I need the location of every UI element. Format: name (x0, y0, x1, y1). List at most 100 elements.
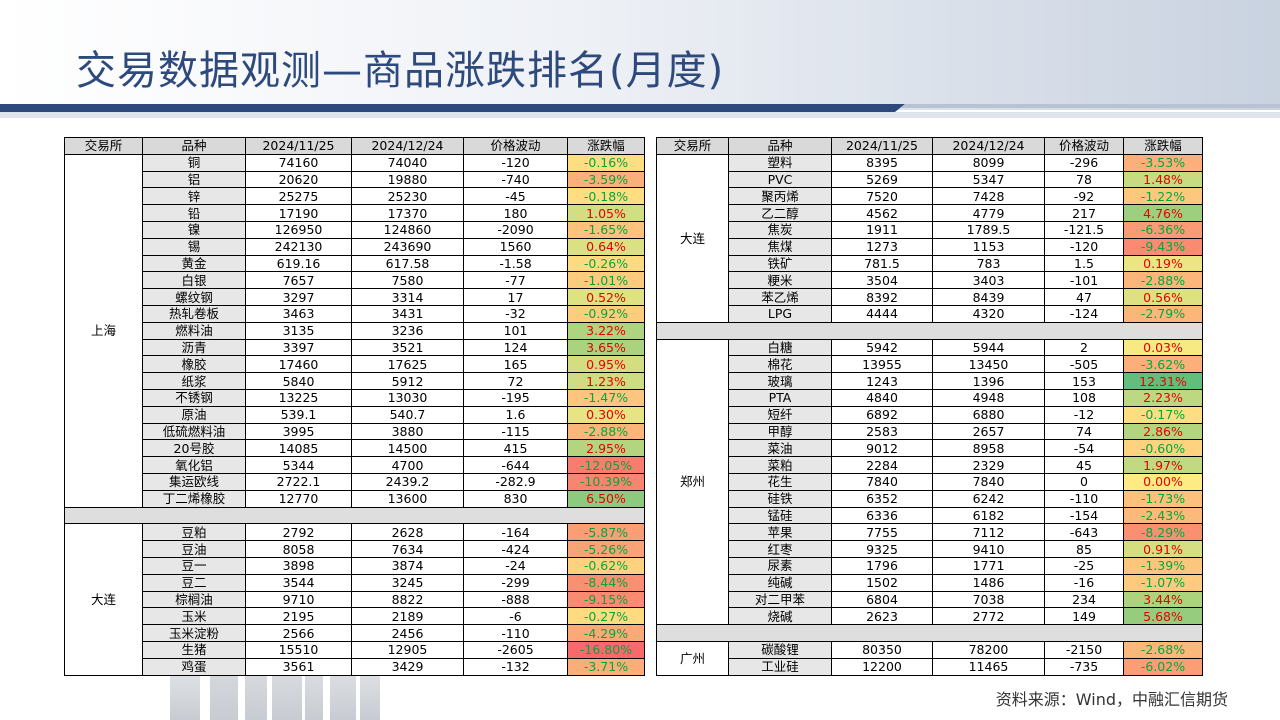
pct-change-cell: -0.18% (567, 187, 645, 206)
pct-change-cell: -5.26% (567, 540, 645, 558)
product-cell: 塑料 (728, 153, 832, 172)
column-header: 品种 (142, 137, 246, 155)
table-row: 丁二烯橡胶 12770 13600 830 6.50% (65, 489, 645, 508)
pct-change-cell: -0.26% (567, 254, 645, 273)
price-start-cell: 2792 (245, 523, 352, 542)
price-start-cell: 5344 (245, 456, 352, 474)
pct-change-cell: 0.52% (567, 288, 645, 306)
price-end-cell: 3245 (351, 573, 464, 592)
price-start-cell: 3898 (245, 556, 352, 575)
table-row: 燃料油 3135 3236 101 3.22% (65, 321, 645, 340)
pct-change-cell: -0.92% (567, 304, 645, 323)
price-end-cell: 74040 (351, 153, 464, 172)
pct-change-cell: -3.71% (567, 657, 645, 676)
price-end-cell: 11465 (932, 657, 1045, 676)
column-header: 交易所 (656, 137, 729, 155)
product-cell: 黄金 (142, 254, 246, 273)
price-end-cell: 3431 (351, 304, 464, 323)
price-end-cell: 2456 (351, 624, 464, 642)
price-change-cell: -6 (463, 607, 568, 626)
price-end-cell: 2628 (351, 523, 464, 542)
pct-change-cell: -0.17% (1123, 405, 1203, 424)
price-end-cell: 17625 (351, 355, 464, 374)
price-end-cell: 783 (932, 254, 1045, 273)
price-end-cell: 17370 (351, 204, 464, 222)
price-change-cell: 165 (463, 355, 568, 374)
price-change-cell: -424 (463, 540, 568, 558)
price-end-cell: 3403 (932, 271, 1045, 290)
price-change-cell: -124 (1044, 304, 1124, 323)
price-start-cell: 12770 (245, 489, 352, 508)
column-header: 涨跌幅 (1123, 137, 1203, 155)
price-start-cell: 4444 (831, 304, 933, 323)
price-start-cell: 80350 (831, 640, 933, 659)
product-cell: 工业硅 (728, 657, 832, 676)
product-cell: 苹果 (728, 523, 832, 542)
table-row: 烧碱 2623 2772 149 5.68% (657, 607, 1203, 626)
pct-change-cell: -5.87% (567, 523, 645, 542)
pct-change-cell: -1.07% (1123, 573, 1203, 592)
price-change-cell: 72 (463, 372, 568, 390)
price-start-cell: 17190 (245, 204, 352, 222)
price-change-cell: 45 (1044, 456, 1124, 474)
product-cell: 聚丙烯 (728, 187, 832, 206)
product-cell: 短纤 (728, 405, 832, 424)
price-change-cell: -45 (463, 187, 568, 206)
price-change-cell: -92 (1044, 187, 1124, 206)
exchange-cell: 郑州 (656, 338, 729, 626)
price-change-cell: -110 (463, 624, 568, 642)
price-change-cell: -2150 (1044, 640, 1124, 659)
product-cell: 甲醇 (728, 422, 832, 441)
pct-change-cell: -2.68% (1123, 640, 1203, 659)
price-end-cell: 13450 (932, 355, 1045, 374)
price-start-cell: 2623 (831, 607, 933, 626)
price-end-cell: 8822 (351, 590, 464, 609)
price-change-cell: 47 (1044, 288, 1124, 306)
table-row: 沥青 3397 3521 124 3.65% (65, 338, 645, 357)
exchange-cell: 大连 (64, 523, 143, 676)
table-row: 郑州 白糖 5942 5944 2 0.03% (656, 338, 1203, 626)
price-start-cell: 781.5 (831, 254, 933, 273)
price-end-cell: 2772 (932, 607, 1045, 626)
product-cell: 白糖 (728, 338, 832, 357)
table-row: 菜油 9012 8958 -54 -0.60% (657, 439, 1203, 458)
pct-change-cell: -2.88% (567, 422, 645, 441)
table-row: 锡 242130 243690 1560 0.64% (65, 237, 645, 256)
price-start-cell: 25275 (245, 187, 352, 206)
product-cell: 纸浆 (142, 372, 246, 390)
product-cell: 菜油 (728, 439, 832, 458)
product-cell: 红枣 (728, 540, 832, 558)
price-start-cell: 74160 (245, 153, 352, 172)
product-cell: PVC (728, 170, 832, 189)
price-start-cell: 6804 (831, 590, 933, 609)
table-row: 集运欧线 2722.1 2439.2 -282.9 -10.39% (65, 472, 645, 491)
product-cell: 豆一 (142, 556, 246, 575)
price-change-cell: -120 (463, 153, 568, 172)
price-change-cell: 17 (463, 288, 568, 306)
pct-change-cell: 1.97% (1123, 456, 1203, 474)
price-change-cell: 1.6 (463, 405, 568, 424)
price-change-cell: -120 (1044, 237, 1124, 256)
product-cell: 尿素 (728, 556, 832, 575)
table-row: 低硫燃料油 3995 3880 -115 -2.88% (65, 422, 645, 441)
pct-change-cell: -2.88% (1123, 271, 1203, 290)
product-cell: 铜 (142, 153, 246, 172)
product-cell: 玻璃 (728, 372, 832, 390)
product-cell: 对二甲苯 (728, 590, 832, 609)
price-end-cell: 7840 (932, 472, 1045, 491)
price-start-cell: 1911 (831, 220, 933, 239)
table-row: 广州 碳酸锂 80350 78200 -2150 -2.68% (656, 640, 1203, 676)
pct-change-cell: -1.73% (1123, 489, 1203, 508)
column-header: 涨跌幅 (567, 137, 645, 155)
price-start-cell: 13225 (245, 388, 352, 407)
table-row: 纸浆 5840 5912 72 1.23% (65, 372, 645, 390)
pct-change-cell: 3.65% (567, 338, 645, 357)
price-change-cell: -77 (463, 271, 568, 290)
price-end-cell: 6182 (932, 506, 1045, 525)
price-end-cell: 6242 (932, 489, 1045, 508)
price-start-cell: 13955 (831, 355, 933, 374)
price-start-cell: 3463 (245, 304, 352, 323)
table-row: 棉花 13955 13450 -505 -3.62% (657, 355, 1203, 374)
pct-change-cell: -1.65% (567, 220, 645, 239)
price-end-cell: 5944 (932, 338, 1045, 357)
